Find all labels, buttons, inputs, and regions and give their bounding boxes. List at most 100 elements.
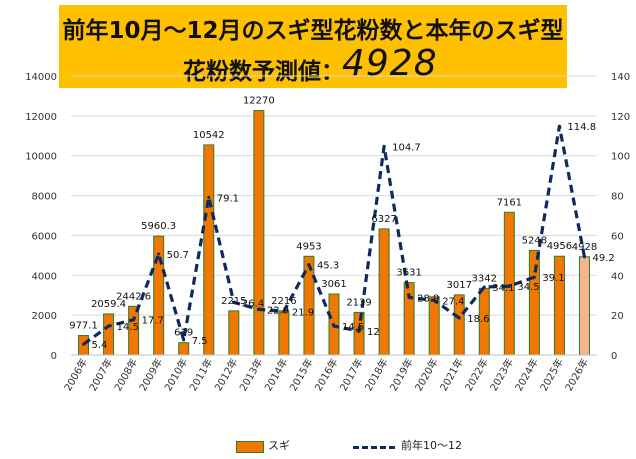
x-tick-label: 2013年 bbox=[236, 356, 265, 393]
y-right-tick-label: 0 bbox=[611, 351, 617, 362]
y-right-tick-label: 140 bbox=[611, 72, 630, 83]
bar bbox=[353, 311, 365, 356]
line-point bbox=[157, 252, 161, 256]
chart-title-line2: 花粉数予測値： bbox=[183, 59, 344, 85]
x-tick-label: 2014年 bbox=[262, 356, 291, 393]
legend-item-line: 前年10～12 bbox=[353, 437, 462, 453]
bar bbox=[278, 310, 290, 356]
bar-data-label: 4928 bbox=[572, 242, 597, 253]
line-data-label: 45.3 bbox=[317, 261, 339, 272]
bar-data-label: 10542 bbox=[193, 130, 225, 141]
line-data-label: 39.1 bbox=[542, 273, 564, 284]
bar-data-label: 5960.3 bbox=[141, 221, 176, 232]
x-tick-label: 2009年 bbox=[136, 356, 165, 393]
chart-title-line1: 前年10月～12月のスギ型花粉数と本年のスギ型 bbox=[62, 18, 564, 44]
x-tick-label: 2023年 bbox=[487, 356, 516, 393]
y-left-tick-label: 14000 bbox=[25, 72, 57, 83]
bar bbox=[428, 296, 440, 356]
line-point bbox=[232, 300, 236, 304]
y-left-tick-label: 12000 bbox=[25, 112, 57, 123]
x-tick-label: 2019年 bbox=[387, 356, 416, 393]
line-data-label: 49.2 bbox=[592, 253, 614, 264]
y-left-tick-label: 4000 bbox=[32, 271, 57, 282]
y-left-tick-label: 0 bbox=[51, 351, 57, 362]
bar-data-label: 2215 bbox=[221, 296, 246, 307]
line-point bbox=[582, 255, 586, 259]
line-data-label: 34.1 bbox=[492, 283, 514, 294]
line-data-label: 7.5 bbox=[192, 336, 208, 347]
line-point bbox=[282, 309, 286, 313]
y-left-tick-label: 6000 bbox=[32, 231, 57, 242]
y-right-tick-label: 40 bbox=[611, 271, 624, 282]
bar-data-label: 3631 bbox=[396, 268, 421, 279]
x-tick-label: 2020年 bbox=[412, 356, 441, 393]
line-data-label: 17.7 bbox=[142, 316, 164, 327]
x-tick-label: 2012年 bbox=[211, 356, 240, 393]
bar-data-label: 977.1 bbox=[69, 321, 98, 332]
legend-line-swatch bbox=[353, 446, 395, 449]
bar-data-label: 6327 bbox=[371, 214, 396, 225]
y-right-tick-label: 100 bbox=[611, 152, 630, 163]
line-point bbox=[557, 124, 561, 128]
bar-data-label: 3017 bbox=[447, 280, 472, 291]
line-data-label: 114.8 bbox=[567, 122, 596, 133]
legend-line-label: 前年10～12 bbox=[401, 439, 462, 452]
y-left-tick-label: 2000 bbox=[32, 311, 57, 322]
bar bbox=[528, 249, 540, 356]
y-right-tick-label: 60 bbox=[611, 231, 624, 242]
x-tick-label: 2024年 bbox=[512, 356, 541, 393]
bar-data-label: 3342 bbox=[472, 273, 497, 284]
y-left-tick-label: 10000 bbox=[25, 152, 57, 163]
bar-data-label: 12270 bbox=[243, 95, 275, 106]
line-point bbox=[82, 342, 86, 346]
bar bbox=[228, 310, 240, 356]
legend-bar-swatch bbox=[236, 441, 264, 453]
line-data-label: 79.1 bbox=[217, 193, 239, 204]
line-data-label: 50.7 bbox=[167, 250, 189, 261]
x-tick-label: 2010年 bbox=[161, 356, 190, 393]
line-point bbox=[257, 307, 261, 311]
line-point bbox=[432, 298, 436, 302]
bar-data-label: 2059.4 bbox=[91, 299, 126, 310]
bar-data-label: 2216 bbox=[271, 296, 296, 307]
line-point bbox=[532, 275, 536, 279]
x-tick-label: 2022年 bbox=[462, 356, 491, 393]
line-point bbox=[482, 285, 486, 289]
line-point bbox=[332, 324, 336, 328]
bar bbox=[253, 109, 265, 356]
bar-data-label: 4953 bbox=[296, 241, 321, 252]
y-right-tick-label: 80 bbox=[611, 192, 624, 203]
line-point bbox=[382, 144, 386, 148]
line-point bbox=[307, 263, 311, 267]
legend-bar-label: スギ bbox=[268, 439, 290, 452]
x-tick-label: 2026年 bbox=[562, 356, 591, 393]
y-left-tick-label: 8000 bbox=[32, 192, 57, 203]
bar bbox=[378, 228, 390, 356]
bar-data-label: 3061 bbox=[321, 279, 346, 290]
x-tick-label: 2011年 bbox=[186, 356, 215, 393]
line-data-label: 22.9 bbox=[267, 305, 289, 316]
line-data-label: 27.4 bbox=[442, 296, 464, 307]
bar-data-label: 5248 bbox=[522, 235, 547, 246]
bar bbox=[178, 342, 190, 356]
bar-data-label: 7161 bbox=[497, 197, 522, 208]
line-data-label: 21.9 bbox=[292, 307, 314, 318]
bar bbox=[553, 255, 565, 356]
line-data-label: 104.7 bbox=[392, 142, 421, 153]
bar bbox=[203, 144, 215, 356]
x-tick-label: 2025年 bbox=[537, 356, 566, 393]
line-point bbox=[507, 284, 511, 288]
x-tick-label: 2007年 bbox=[86, 356, 115, 393]
line-data-label: 14.5 bbox=[342, 322, 364, 333]
x-tick-label: 2021年 bbox=[437, 356, 466, 393]
title-banner: 前年10月～12月のスギ型花粉数と本年のスギ型 花粉数予測値： 4928 bbox=[59, 5, 567, 88]
bar-data-label: 2442.6 bbox=[116, 291, 151, 302]
legend-item-bar: スギ bbox=[236, 437, 290, 453]
x-tick-label: 2006年 bbox=[61, 356, 90, 393]
x-tick-label: 2018年 bbox=[362, 356, 391, 393]
line-point bbox=[407, 295, 411, 299]
line-data-label: 28.9 bbox=[417, 293, 439, 304]
x-tick-label: 2015年 bbox=[287, 356, 316, 393]
line-point bbox=[457, 316, 461, 320]
